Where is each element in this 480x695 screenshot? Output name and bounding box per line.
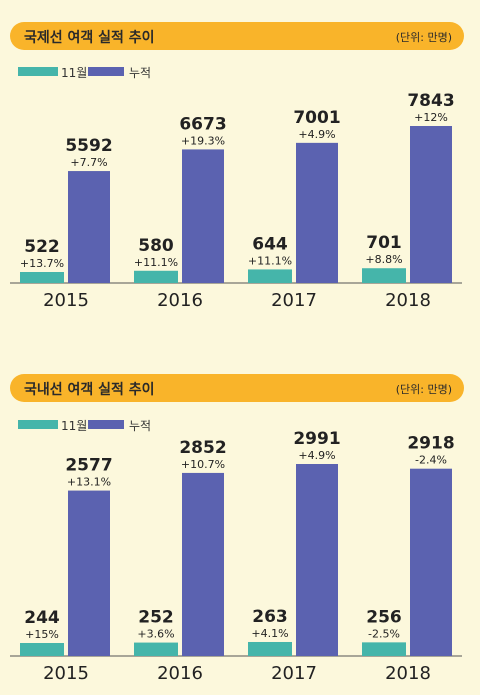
- growth-label-cumulative-2015: +7.7%: [70, 156, 107, 169]
- unit-label: (단위: 만명): [395, 31, 452, 44]
- growth-label-cumulative-2018: +12%: [414, 111, 448, 124]
- growth-label-cumulative-2017: +4.9%: [298, 128, 335, 141]
- bar-cumulative-2016: [182, 149, 224, 283]
- data-label-cumulative-2015: 2577: [65, 456, 112, 476]
- data-label-monthly-2017: 263: [252, 607, 288, 627]
- growth-label-monthly-2015: +15%: [25, 628, 59, 641]
- bar-monthly-2017: [248, 269, 292, 283]
- data-label-cumulative-2016: 6673: [179, 114, 226, 134]
- x-tick-label-2015: 2015: [43, 663, 89, 684]
- legend-label-cumulative: 누적: [129, 66, 152, 80]
- growth-label-monthly-2017: +4.1%: [251, 627, 288, 640]
- international-panel: 국제선 여객 실적 추이 (단위: 만명) 11월 누적 522 +13.7% 55…: [0, 0, 480, 330]
- bar-cumulative-2015: [68, 171, 110, 283]
- bar-monthly-2018: [362, 642, 406, 656]
- domestic-panel: 국내선 여객 실적 추이 (단위: 만명) 11월 누적 244 +15% 2577…: [0, 365, 480, 695]
- bar-monthly-2015: [20, 272, 64, 283]
- bar-cumulative-2016: [182, 472, 224, 656]
- bar-cumulative-2015: [68, 490, 110, 656]
- domestic-bar-chart: 244+15% 2577+13.1% 2015 252+3.6% 2852+10.7% 2…: [10, 429, 462, 684]
- x-tick-label-2017: 2017: [271, 290, 317, 311]
- data-label-monthly-2018: 701: [366, 233, 402, 253]
- data-label-cumulative-2017: 2991: [293, 429, 340, 449]
- legend-label-monthly: 11월: [61, 66, 88, 80]
- data-label-cumulative-2017: 7001: [293, 108, 340, 128]
- x-tick-label-2017: 2017: [271, 663, 317, 684]
- x-tick-label-2016: 2016: [157, 290, 203, 311]
- growth-label-monthly-2015: +13.7%: [20, 257, 64, 270]
- international-bar-chart: 522+13.7%5592+7.7%2015580+11.1%6673+19.3…: [10, 91, 462, 311]
- data-label-monthly-2018: 256: [366, 607, 402, 627]
- growth-label-monthly-2016: +11.1%: [134, 256, 178, 269]
- chart-header: 국제선 여객 실적 추이 (단위: 만명): [10, 22, 464, 50]
- legend-swatch-cumulative: [88, 67, 124, 76]
- growth-label-monthly-2017: +11.1%: [248, 254, 292, 267]
- unit-label: (단위: 만명): [395, 383, 452, 396]
- x-tick-label-2016: 2016: [157, 663, 203, 684]
- legend-label-cumulative: 누적: [129, 419, 152, 433]
- x-tick-label-2018: 2018: [385, 663, 431, 684]
- bar-cumulative-2018: [410, 468, 452, 656]
- legend-swatch-cumulative: [88, 420, 124, 429]
- data-label-cumulative-2018: 2918: [407, 434, 454, 454]
- data-label-cumulative-2015: 5592: [65, 136, 112, 156]
- growth-label-cumulative-2018: -2.4%: [415, 454, 447, 467]
- data-label-monthly-2016: 580: [138, 236, 174, 256]
- bar-cumulative-2018: [410, 126, 452, 283]
- data-label-cumulative-2016: 2852: [179, 438, 226, 458]
- data-label-cumulative-2018: 7843: [407, 91, 454, 111]
- legend-swatch-monthly: [18, 67, 58, 76]
- chart-title: 국내선 여객 실적 추이: [24, 382, 155, 398]
- growth-label-cumulative-2015: +13.1%: [67, 476, 111, 489]
- growth-label-cumulative-2016: +19.3%: [181, 134, 225, 147]
- data-label-monthly-2015: 522: [24, 237, 60, 257]
- growth-label-monthly-2016: +3.6%: [137, 628, 174, 641]
- bar-monthly-2016: [134, 642, 178, 656]
- legend-label-monthly: 11월: [61, 419, 88, 433]
- bar-monthly-2016: [134, 270, 178, 283]
- chart-header: 국내선 여객 실적 추이 (단위: 만명): [10, 374, 464, 402]
- bar-cumulative-2017: [296, 464, 338, 656]
- bar-monthly-2017: [248, 641, 292, 656]
- bar-cumulative-2017: [296, 142, 338, 283]
- growth-label-cumulative-2016: +10.7%: [181, 458, 225, 471]
- growth-label-cumulative-2017: +4.9%: [298, 449, 335, 462]
- chart-title: 국제선 여객 실적 추이: [24, 30, 155, 46]
- data-label-monthly-2015: 244: [24, 608, 60, 628]
- growth-label-monthly-2018: +8.8%: [365, 253, 402, 266]
- data-label-monthly-2017: 644: [252, 234, 288, 254]
- bar-monthly-2018: [362, 268, 406, 283]
- legend-swatch-monthly: [18, 420, 58, 429]
- bar-monthly-2015: [20, 643, 64, 656]
- x-tick-label-2015: 2015: [43, 290, 89, 311]
- growth-label-monthly-2018: -2.5%: [368, 627, 400, 640]
- x-tick-label-2018: 2018: [385, 290, 431, 311]
- data-label-monthly-2016: 252: [138, 608, 174, 628]
